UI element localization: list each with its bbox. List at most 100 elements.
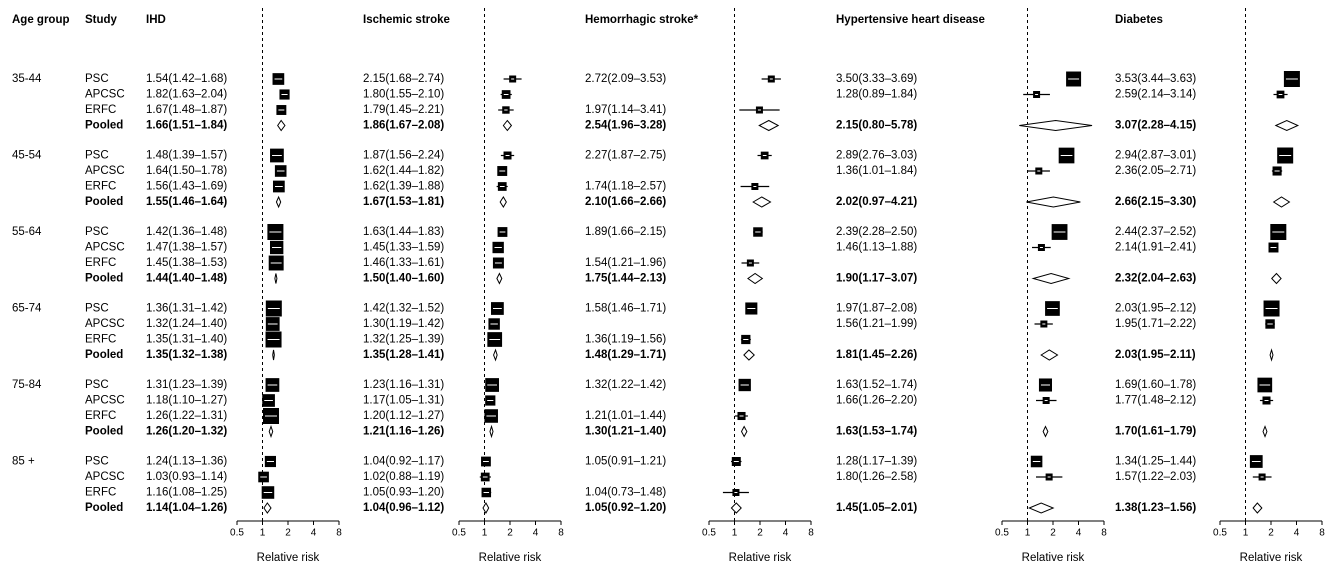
- pooled-diamond: [1262, 425, 1268, 438]
- value-label: 1.89(1.66–2.15): [585, 226, 666, 238]
- study-label: ERFC: [85, 334, 116, 346]
- value-label: 1.26(1.22–1.31): [146, 410, 227, 422]
- value-label: 1.58(1.46–1.71): [585, 303, 666, 315]
- study-label: APCSC: [85, 165, 125, 177]
- value-label: 1.63(1.52–1.74): [836, 379, 917, 391]
- x-tick-label: 8: [808, 528, 814, 539]
- x-tick-label: 2: [285, 528, 291, 539]
- value-label: 1.21(1.16–1.26): [363, 426, 444, 438]
- value-label: 1.97(1.14–3.41): [585, 104, 666, 116]
- value-label: 1.45(1.05–2.01): [836, 502, 917, 514]
- study-label: Pooled: [85, 426, 123, 438]
- age-group-label: 75-84: [12, 379, 42, 391]
- value-label: 1.26(1.20–1.32): [146, 426, 227, 438]
- value-label: 1.82(1.63–2.04): [146, 89, 227, 101]
- pooled-diamond: [730, 502, 742, 514]
- value-label: 1.28(0.89–1.84): [836, 89, 917, 101]
- value-label: 2.03(1.95–2.12): [1115, 303, 1196, 315]
- pooled-diamond: [1026, 196, 1081, 208]
- value-label: 1.28(1.17–1.39): [836, 456, 917, 468]
- age-group-header: Age group: [12, 14, 70, 26]
- value-label: 1.63(1.44–1.83): [363, 226, 444, 238]
- pooled-diamond: [740, 425, 748, 438]
- x-tick-label: 4: [311, 528, 317, 539]
- panel-title: Hemorrhagic stroke*: [585, 14, 699, 26]
- value-label: 1.56(1.21–1.99): [836, 318, 917, 330]
- x-tick-label: 8: [336, 528, 342, 539]
- pooled-diamond: [1028, 502, 1055, 514]
- x-tick-label: 8: [1319, 528, 1325, 539]
- x-tick-label: 0.5: [452, 528, 466, 539]
- x-tick-label: 0.5: [230, 528, 244, 539]
- value-label: 1.64(1.50–1.78): [146, 165, 227, 177]
- pooled-diamond: [272, 349, 275, 361]
- study-label: PSC: [85, 303, 109, 315]
- study-label: Pooled: [85, 349, 123, 361]
- pooled-diamond: [268, 424, 274, 439]
- value-label: 1.48(1.29–1.71): [585, 349, 666, 361]
- value-label: 1.81(1.45–2.26): [836, 349, 917, 361]
- value-label: 2.15(1.68–2.74): [363, 73, 444, 85]
- study-label: Pooled: [85, 502, 123, 514]
- study-label: ERFC: [85, 104, 116, 116]
- value-label: 3.53(3.44–3.63): [1115, 73, 1196, 85]
- pooled-diamond: [496, 272, 503, 285]
- value-label: 1.54(1.42–1.68): [146, 73, 227, 85]
- value-label: 1.23(1.16–1.31): [363, 379, 444, 391]
- value-label: 1.20(1.12–1.27): [363, 410, 444, 422]
- value-label: 2.36(2.05–2.71): [1115, 165, 1196, 177]
- value-label: 1.38(1.23–1.56): [1115, 502, 1196, 514]
- value-label: 1.36(1.01–1.84): [836, 165, 917, 177]
- study-label: PSC: [85, 73, 109, 85]
- pooled-diamond: [1272, 196, 1291, 208]
- pooled-diamond: [274, 273, 278, 284]
- study-label: ERFC: [85, 487, 116, 499]
- study-label: APCSC: [85, 471, 125, 483]
- study-label: APCSC: [85, 395, 125, 407]
- value-label: 2.66(2.15–3.30): [1115, 196, 1196, 208]
- study-label: Pooled: [85, 120, 123, 132]
- pooled-diamond: [1019, 119, 1093, 132]
- value-label: 1.24(1.13–1.36): [146, 456, 227, 468]
- value-label: 1.04(0.96–1.12): [363, 502, 444, 514]
- x-tick-label: 1: [732, 528, 738, 539]
- pooled-diamond: [499, 196, 507, 208]
- x-axis-label: Relative risk: [257, 552, 320, 564]
- value-label: 1.32(1.22–1.42): [585, 379, 666, 391]
- value-label: 1.62(1.44–1.82): [363, 165, 444, 177]
- value-label: 1.05(0.93–1.20): [363, 487, 444, 499]
- value-label: 1.46(1.13–1.88): [836, 242, 917, 254]
- pooled-diamond: [752, 196, 772, 208]
- value-label: 2.89(2.76–3.03): [836, 150, 917, 162]
- value-label: 1.04(0.92–1.17): [363, 456, 444, 468]
- value-label: 2.14(1.91–2.41): [1115, 242, 1196, 254]
- value-label: 1.70(1.61–1.79): [1115, 426, 1196, 438]
- x-tick-label: 1: [260, 528, 266, 539]
- value-label: 1.31(1.23–1.39): [146, 379, 227, 391]
- pooled-diamond: [1031, 272, 1071, 285]
- value-label: 2.72(2.09–3.53): [585, 73, 666, 85]
- value-label: 1.45(1.38–1.53): [146, 257, 227, 269]
- value-label: 1.90(1.17–3.07): [836, 273, 917, 285]
- value-label: 3.07(2.28–4.15): [1115, 120, 1196, 132]
- pooled-diamond: [747, 272, 764, 285]
- pooled-diamond: [1252, 502, 1263, 514]
- x-tick-label: 2: [1268, 528, 1274, 539]
- age-group-label: 35-44: [12, 73, 42, 85]
- x-tick-label: 2: [757, 528, 763, 539]
- value-label: 2.03(1.95–2.11): [1115, 349, 1196, 361]
- value-label: 1.47(1.38–1.57): [146, 242, 227, 254]
- value-label: 1.86(1.67–2.08): [363, 120, 444, 132]
- value-label: 1.67(1.48–1.87): [146, 104, 227, 116]
- x-tick-label: 0.5: [702, 528, 716, 539]
- value-label: 2.59(2.14–3.14): [1115, 89, 1196, 101]
- age-group-label: 45-54: [12, 150, 42, 162]
- value-label: 1.14(1.04–1.26): [146, 502, 227, 514]
- value-label: 1.30(1.19–1.42): [363, 318, 444, 330]
- value-label: 2.44(2.37–2.52): [1115, 226, 1196, 238]
- value-label: 2.02(0.97–4.21): [836, 196, 917, 208]
- value-label: 1.48(1.39–1.57): [146, 150, 227, 162]
- pooled-diamond: [1274, 119, 1300, 132]
- pooled-diamond: [275, 195, 282, 209]
- x-tick-label: 1: [482, 528, 488, 539]
